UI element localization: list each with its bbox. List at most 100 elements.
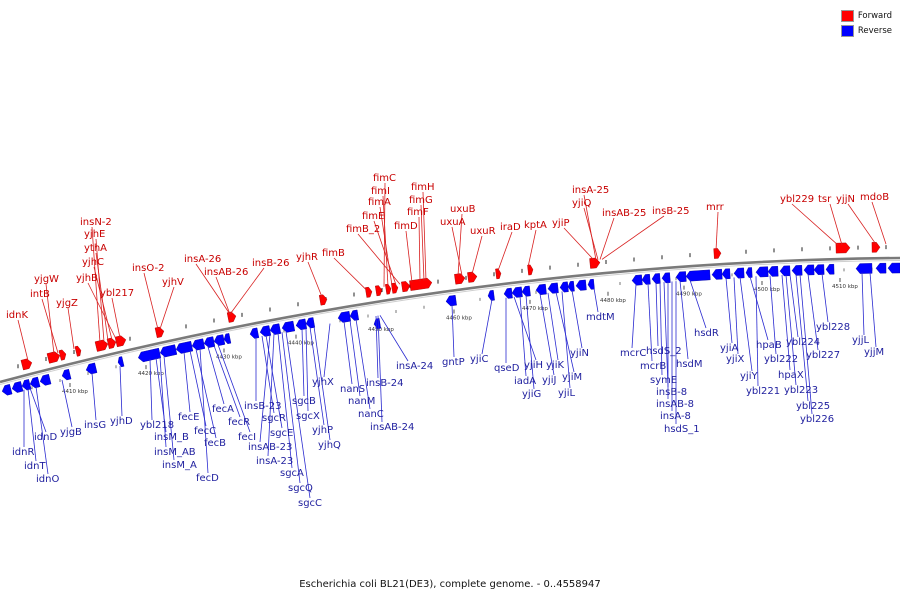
leader-line: [647, 283, 653, 362]
leader-line: [420, 204, 425, 281]
reverse-gene: [755, 266, 769, 278]
gene-label-hpab: hpaB: [756, 340, 782, 351]
leader-line: [789, 274, 799, 338]
gene-label-yjhx: yjhX: [312, 377, 334, 388]
gene-label-ybl229: ybl229: [780, 194, 814, 205]
forward-gene: [106, 337, 117, 349]
leader-line: [309, 327, 325, 426]
reverse-gene: [281, 320, 296, 333]
leader-line: [215, 276, 231, 315]
gene-label-mdtm: mdtM: [586, 312, 615, 323]
reverse-gene: [825, 264, 835, 275]
gene-label-insa-23: insA-23: [256, 456, 293, 467]
leader-line: [87, 282, 117, 340]
leader-line: [631, 284, 637, 349]
gene-label-fimh: fimH: [411, 182, 435, 193]
leader-line: [91, 226, 101, 343]
reverse-gene: [745, 267, 753, 278]
leader-line: [267, 333, 275, 457]
gene-label-syme: symE: [650, 375, 677, 386]
gene-label-ybl226: ybl226: [800, 414, 834, 425]
leader-line: [307, 261, 323, 298]
gene-label-uxua: uxuA: [440, 217, 466, 228]
reverse-gene: [61, 368, 72, 381]
forward-gene: [871, 242, 881, 253]
leader-line: [207, 346, 225, 405]
gene-label-yjhv: yjhV: [162, 277, 184, 288]
leader-line: [27, 388, 37, 462]
reverse-gene: [269, 323, 282, 335]
gene-label-iada: iadA: [514, 376, 536, 387]
leader-line: [29, 387, 47, 433]
gene-label-hpax: hpaX: [778, 370, 804, 381]
reverse-gene: [223, 333, 232, 345]
leader-line: [861, 272, 865, 336]
legend-reverse-label: Reverse: [857, 25, 892, 36]
gene-label-irad: iraD: [500, 222, 521, 233]
leader-line: [95, 252, 109, 341]
gene-label-fecd: fecD: [196, 473, 219, 484]
leader-line: [601, 215, 665, 260]
gene-label-yjhc: yjhC: [82, 257, 104, 268]
leader-line: [795, 274, 809, 402]
gene-label-fima: fimA: [368, 197, 391, 208]
gene-label-insa-8: insA-8: [660, 411, 691, 422]
gene-label-insb-23: insB-23: [244, 401, 282, 412]
gene-label-insb-24: insB-24: [366, 378, 404, 389]
reverse-gene: [875, 262, 887, 274]
forward-gene: [226, 311, 237, 323]
gene-label-ybl225: ybl225: [796, 401, 830, 412]
leader-line: [769, 275, 777, 355]
leader-line: [418, 216, 421, 282]
gene-label-feca: fecA: [212, 404, 234, 415]
leader-line: [229, 267, 265, 315]
leader-line: [583, 207, 599, 260]
gene-label-sgcx: sgcX: [296, 411, 320, 422]
leader-line: [261, 335, 275, 414]
leader-line: [571, 290, 583, 349]
gene-label-insab-23: insAB-23: [248, 442, 292, 453]
genome-backbone-shadow: [0, 260, 900, 385]
reverse-gene: [559, 281, 569, 293]
axis-tick-label: 4420 kbp: [138, 371, 164, 377]
gene-label-insg: insG: [84, 420, 106, 431]
reverse-gene: [1, 384, 13, 396]
forward-gene: [835, 242, 851, 254]
leader-line: [183, 351, 191, 413]
reverse-gene: [11, 381, 24, 393]
forward-gene: [454, 273, 466, 285]
axis-tick-label: 4480 kbp: [600, 298, 626, 304]
gene-label-fimi: fimI: [371, 186, 390, 197]
reverse-gene: [721, 268, 731, 280]
axis-tick-label: 4490 kbp: [676, 292, 702, 298]
reverse-gene: [117, 356, 125, 368]
reverse-gene: [503, 287, 513, 299]
gene-label-kpta: kptA: [524, 220, 547, 231]
gene-label-insm-b: insM_B: [154, 432, 189, 443]
leader-line: [539, 293, 555, 376]
gene-label-hsds-1: hsdS_1: [664, 424, 700, 435]
leader-line: [333, 257, 367, 290]
gene-label-fimb: fimB: [322, 248, 345, 259]
reverse-gene: [445, 295, 457, 307]
gene-label-yjip: yjiP: [552, 218, 570, 229]
reverse-gene: [259, 325, 272, 337]
reverse-gene: [661, 272, 671, 284]
gene-labels: idnKyjgWintByjgZinsN-2yjhEythAyjhCyjhByb…: [6, 173, 889, 509]
gene-label-yjgb: yjgB: [60, 427, 82, 438]
forward-gene: [527, 264, 534, 276]
genome-backbone-arc: [0, 256, 900, 384]
leader-line: [785, 274, 797, 386]
gene-label-ybl223: ybl223: [784, 385, 818, 396]
label-leader-lines: [17, 182, 887, 499]
gene-label-sgce: sgcE: [270, 428, 293, 439]
gene-label-insa-24: insA-24: [396, 361, 433, 372]
leader-line: [377, 315, 383, 423]
gene-label-yjhb: yjhB: [76, 273, 98, 284]
gene-label-yjiq: yjiQ: [572, 198, 591, 209]
gene-label-ybl224: ybl224: [786, 337, 820, 348]
leader-line: [519, 296, 527, 377]
reverse-gene: [887, 262, 900, 274]
leader-line: [199, 348, 209, 474]
reverse-gene: [159, 344, 178, 358]
